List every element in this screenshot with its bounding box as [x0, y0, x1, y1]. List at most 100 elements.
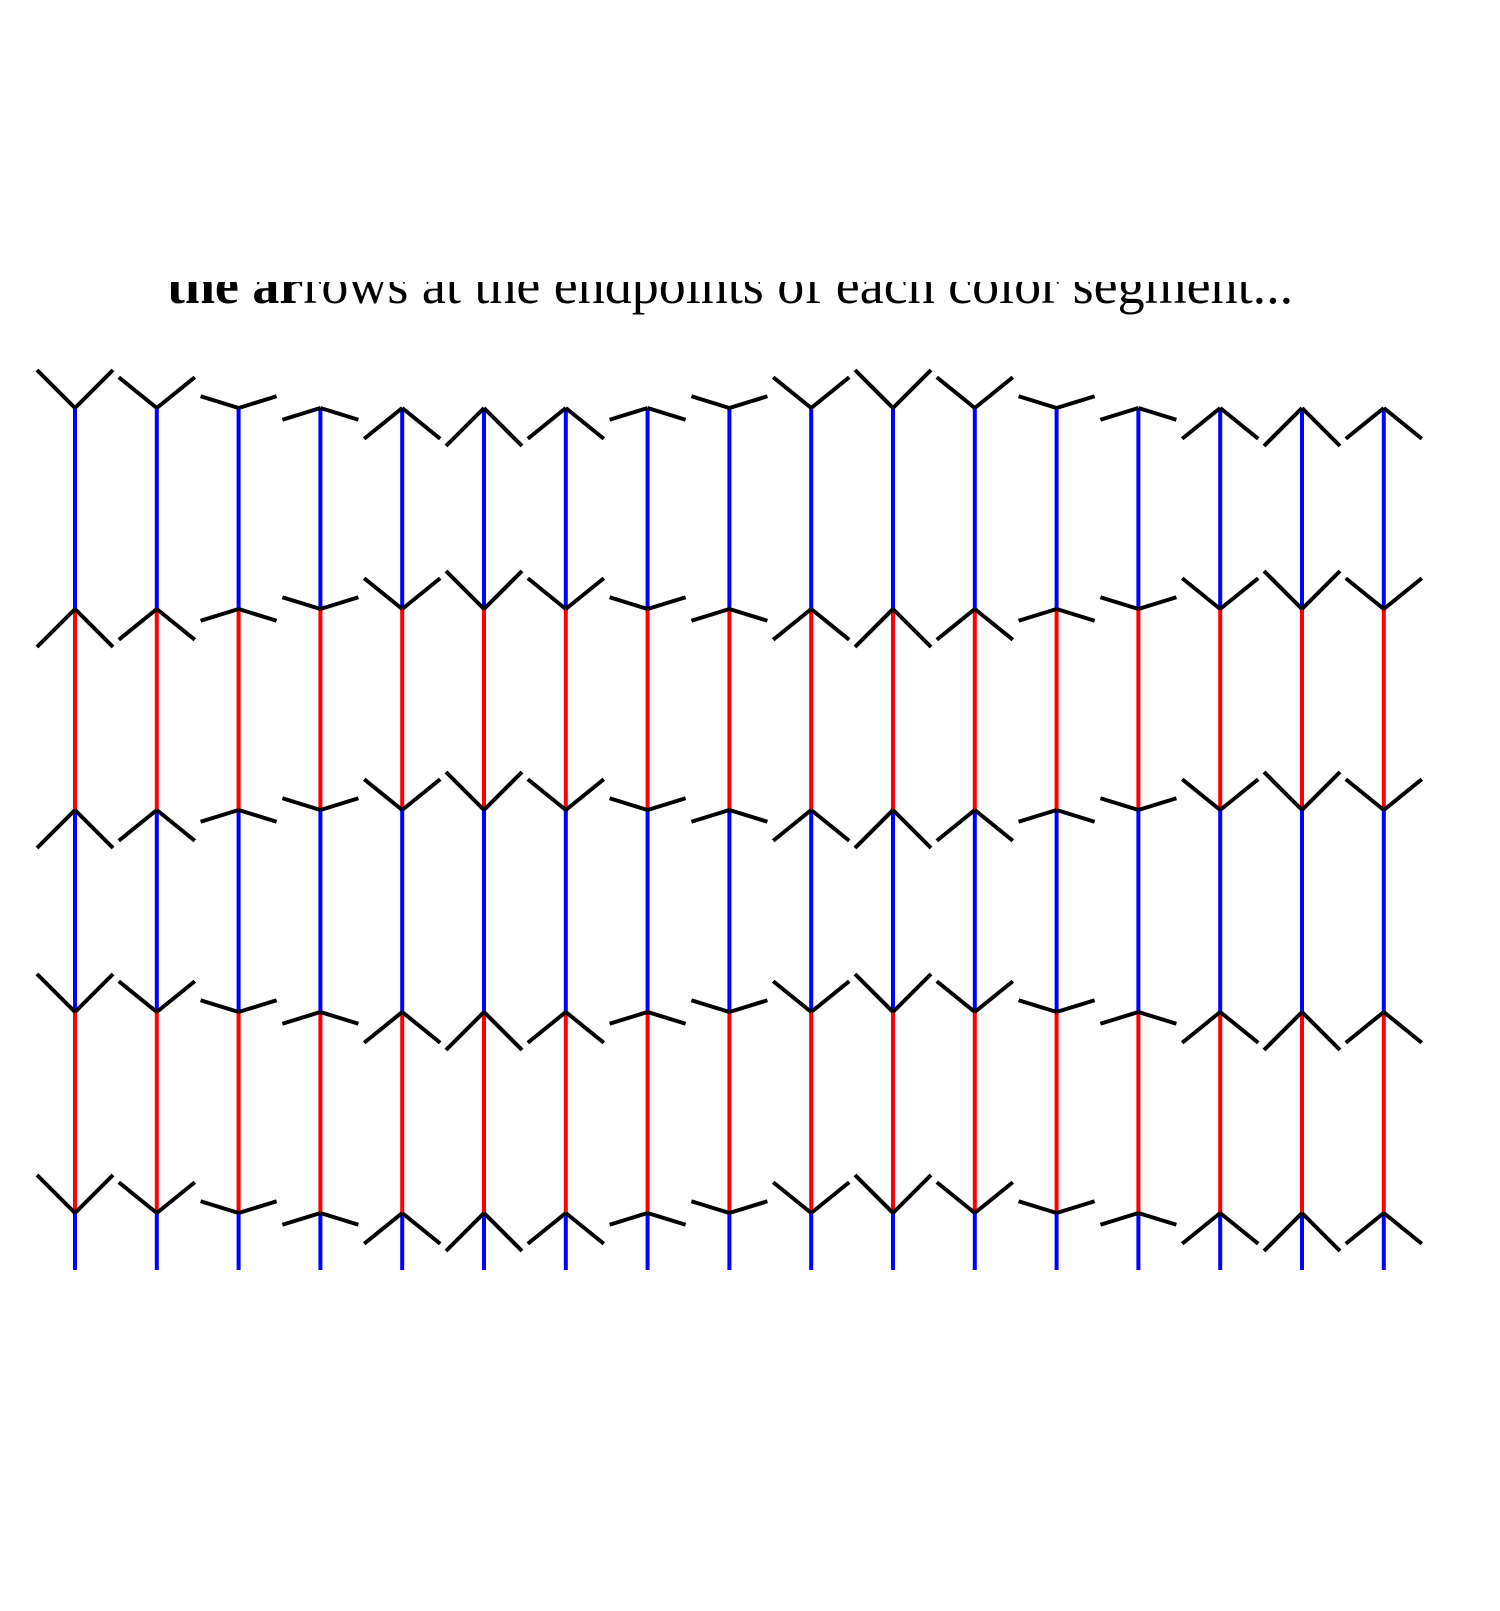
arrow-arm [1262, 1211, 1304, 1253]
arrow-arm [1300, 569, 1342, 611]
arrow-arm [200, 998, 240, 1014]
arrow-arm [771, 1180, 813, 1215]
arrow-arm [609, 1010, 649, 1026]
arrow-arm [1099, 796, 1139, 812]
arrow-arm [1018, 998, 1058, 1014]
arrow-arm [155, 607, 197, 642]
arrow-arm [609, 796, 649, 812]
arrow-arm [809, 1180, 851, 1215]
arrow-arm [853, 368, 895, 410]
arrow-arm [35, 607, 77, 649]
arrow-arm [362, 1010, 404, 1045]
arrow-arm [1300, 1211, 1342, 1253]
arrow-arm [200, 394, 240, 410]
arrow-arm [647, 406, 687, 422]
arrow-arm [155, 979, 197, 1014]
arrow-arm [853, 972, 895, 1014]
arrow-arm [1180, 777, 1222, 812]
arrow-arm [690, 607, 730, 623]
arrow-arm [1180, 1211, 1222, 1246]
arrow-arm [1137, 595, 1177, 611]
arrow-arm [728, 607, 768, 623]
arrow-arm [690, 394, 730, 410]
arrow-arm [73, 368, 115, 410]
arrow-arm [238, 998, 278, 1014]
arrow-arm [400, 777, 442, 812]
arrow-arm [482, 1211, 524, 1253]
arrow-arm [1018, 1199, 1058, 1215]
arrow-arm [1137, 796, 1177, 812]
arrow-arm [690, 1199, 730, 1215]
arrow-arm [1180, 576, 1222, 611]
arrow-arm [935, 979, 977, 1014]
arrow-arm [973, 808, 1015, 843]
arrow-arm [482, 770, 524, 812]
arrow-arm [1262, 406, 1304, 448]
arrow-grid [35, 368, 1424, 1270]
arrow-arm [155, 375, 197, 410]
arrow-arm [728, 394, 768, 410]
arrow-arm [647, 1211, 687, 1227]
arrow-arm [1300, 770, 1342, 812]
caption-rest: rows at the endpoints of each color segm… [303, 255, 1293, 315]
arrow-arm [238, 607, 278, 623]
arrow-arm [482, 569, 524, 611]
arrow-arm [771, 979, 813, 1014]
arrow-arm [362, 406, 404, 441]
arrow-arm [362, 777, 404, 812]
arrow-arm [1056, 998, 1096, 1014]
arrow-arm [1300, 406, 1342, 448]
arrow-arm [809, 375, 851, 410]
arrow-arm [281, 1211, 321, 1227]
arrow-arm [362, 1211, 404, 1246]
arrow-arm [482, 1010, 524, 1052]
arrow-arm [728, 1199, 768, 1215]
arrow-arm [1180, 406, 1222, 441]
arrow-arm [155, 808, 197, 843]
arrow-arm [771, 375, 813, 410]
arrow-arm [853, 1173, 895, 1215]
arrow-arm [200, 1199, 240, 1215]
arrow-arm [809, 808, 851, 843]
arrow-arm [1382, 576, 1424, 611]
arrow-arm [891, 368, 933, 410]
arrow-arm [281, 796, 321, 812]
arrow-arm [1344, 1211, 1386, 1246]
arrow-arm [200, 808, 240, 824]
arrow-arm [319, 1211, 359, 1227]
arrow-arm [1180, 1010, 1222, 1045]
arrow-arm [609, 595, 649, 611]
arrow-arm [853, 607, 895, 649]
arrow-arm [891, 808, 933, 850]
arrow-arm [609, 406, 649, 422]
arrow-arm [117, 375, 159, 410]
arrow-arm [35, 972, 77, 1014]
arrow-arm [1262, 770, 1304, 812]
arrow-arm [526, 576, 568, 611]
arrow-arm [1218, 576, 1260, 611]
arrow-arm [809, 607, 851, 642]
arrow-arm [35, 368, 77, 410]
arrow-arm [1262, 1010, 1304, 1052]
arrow-arm [1262, 569, 1304, 611]
arrow-arm [1382, 1211, 1424, 1246]
arrow-arm [1300, 1010, 1342, 1052]
arrow-arm [319, 1010, 359, 1026]
arrow-arm [564, 1010, 606, 1045]
arrow-arm [609, 1211, 649, 1227]
arrow-arm [400, 1010, 442, 1045]
arrow-arm [891, 972, 933, 1014]
arrow-arm [362, 576, 404, 611]
arrow-arm [526, 406, 568, 441]
arrow-arm [238, 808, 278, 824]
arrow-arm [400, 406, 442, 441]
arrow-arm [238, 394, 278, 410]
arrow-arm [117, 1180, 159, 1215]
arrow-arm [444, 770, 486, 812]
arrow-arm [647, 796, 687, 812]
arrow-arm [728, 808, 768, 824]
arrow-arm [73, 808, 115, 850]
arrow-arm [319, 406, 359, 422]
arrow-arm [1056, 607, 1096, 623]
